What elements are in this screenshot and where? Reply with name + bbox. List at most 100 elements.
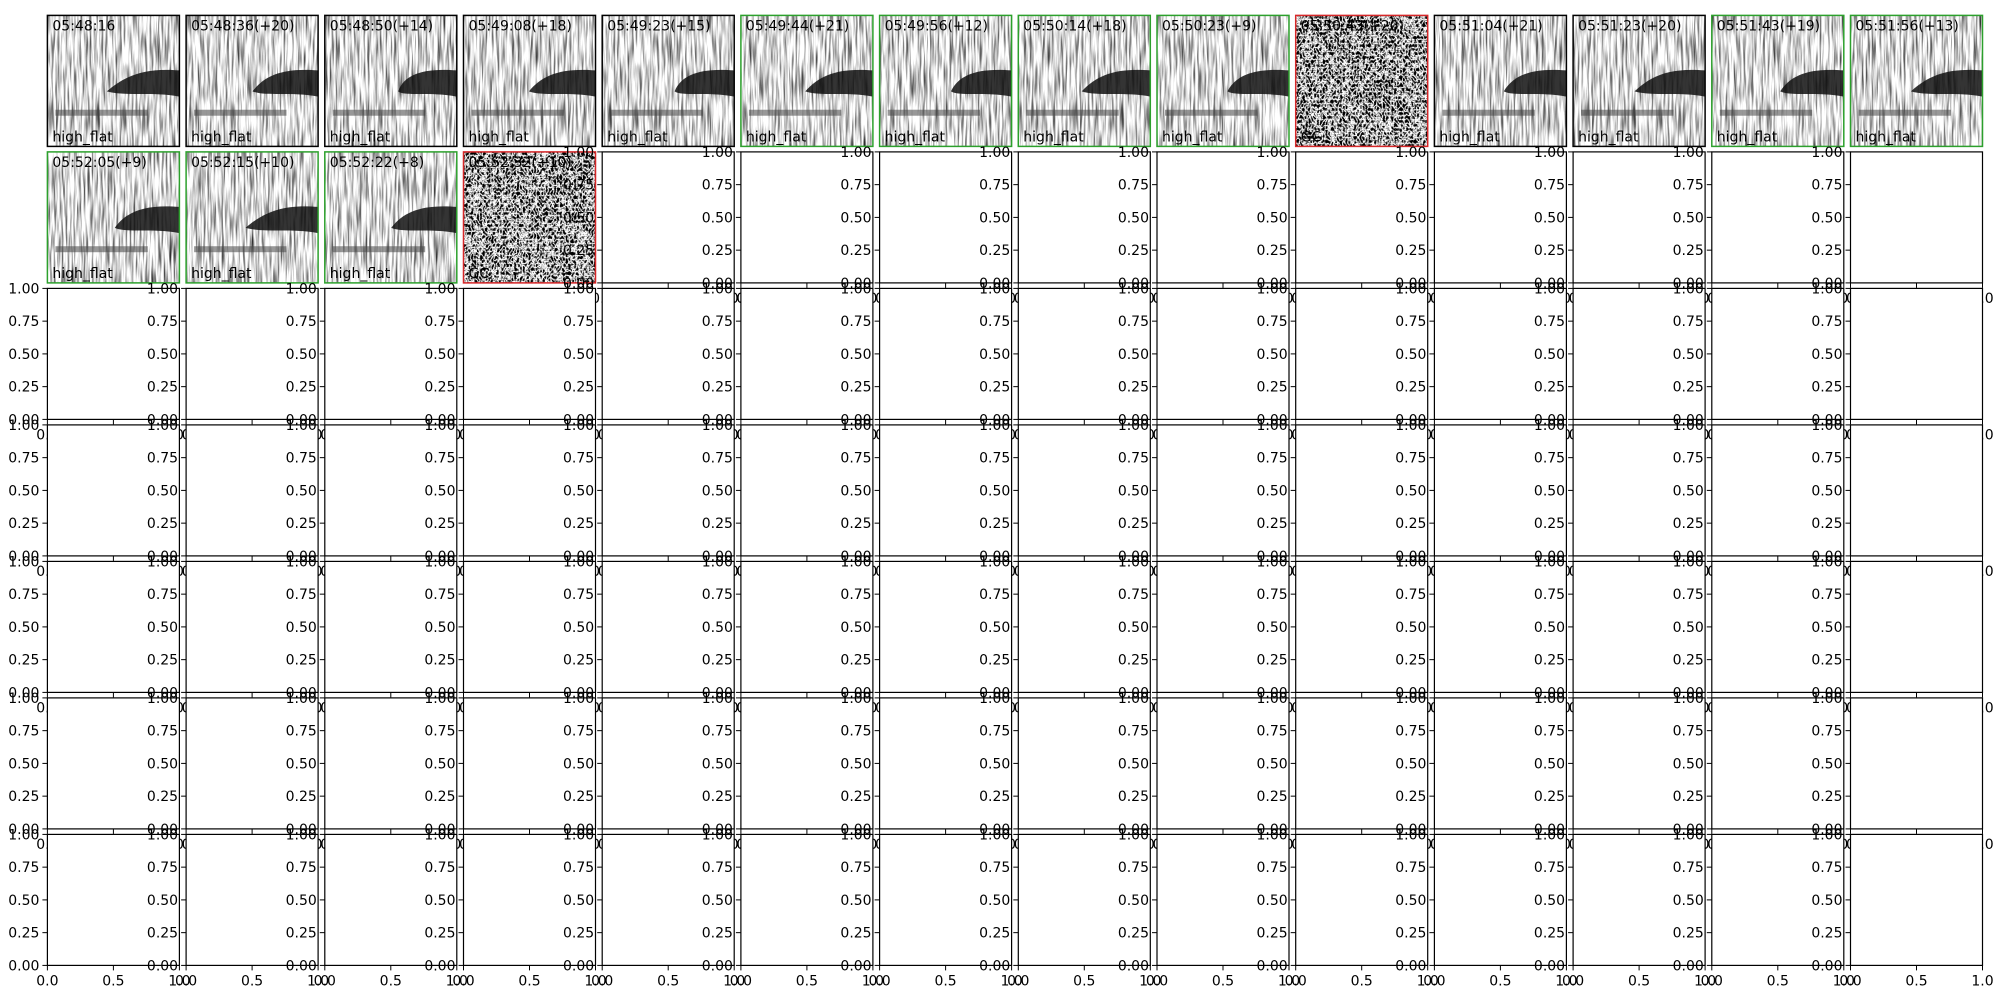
y-tick-label: 0.00 [979, 958, 1010, 974]
y-tick-label: 1.00 [1118, 418, 1149, 434]
y-tick-label: 1.00 [147, 691, 178, 707]
x-tick-label: 0.5 [1351, 973, 1373, 989]
y-tick-label: 0.75 [702, 314, 733, 330]
y-tick-label: 1.00 [1811, 418, 1842, 434]
axes-frame [878, 151, 1013, 284]
y-tick-label: 1.00 [840, 145, 871, 161]
y-tick-label: 0.25 [286, 380, 317, 396]
panel-label: high_flat [746, 129, 807, 145]
axes-frame [1156, 833, 1290, 967]
y-tick-label: 0.25 [424, 926, 455, 942]
y-tick-label: 0.25 [563, 516, 594, 532]
x-tick-label: 1.0 [862, 973, 884, 989]
y-tick-label: 0.75 [979, 724, 1010, 740]
y-tick-label: 0.25 [979, 653, 1010, 669]
y-tick-label: 0.75 [1118, 860, 1149, 876]
axes-frame [462, 424, 597, 557]
y-tick-label: 1.00 [147, 554, 178, 570]
y-tick-label: 1.00 [1534, 145, 1565, 161]
y-tick-label: 0.00 [1395, 958, 1426, 974]
y-tick-label: 0.75 [563, 724, 594, 740]
y-tick-label: 0.25 [840, 380, 871, 396]
y-tick-label: 0.25 [1811, 516, 1842, 532]
y-tick-label: 0.50 [563, 620, 594, 636]
y-tick-label: 0.50 [147, 347, 178, 363]
y-tick-label: 0.25 [840, 243, 871, 259]
panel-border [185, 151, 319, 284]
y-tick-label: 0.75 [702, 860, 733, 876]
y-tick-label: 0.25 [286, 653, 317, 669]
panel-border [185, 14, 319, 148]
subplot: 05:48:50(+14) high_flat [324, 14, 458, 148]
y-tick-label: 0.75 [1811, 860, 1842, 876]
axes-frame [740, 833, 874, 967]
y-tick-label: 0.50 [286, 347, 317, 363]
x-tick-label: 0.5 [241, 973, 263, 989]
y-tick-label: 0.50 [840, 347, 871, 363]
spectrogram-blob [1227, 69, 1289, 97]
y-tick-label: 0.75 [1811, 451, 1842, 467]
y-tick-label: 0.75 [840, 314, 871, 330]
x-tick-label: 1.0 [1694, 973, 1716, 989]
y-tick-label: 0.50 [147, 483, 178, 499]
y-tick-label: 0.50 [1534, 620, 1565, 636]
y-tick-label: 0.25 [8, 380, 39, 396]
y-tick-label: 0.25 [424, 789, 455, 805]
y-tick-label: 0.50 [1811, 756, 1842, 772]
y-tick-label: 0.25 [1118, 926, 1149, 942]
y-tick-label: 0.75 [286, 314, 317, 330]
y-tick-label: 0.50 [1673, 347, 1704, 363]
axes-frame [1433, 697, 1568, 830]
panel-border [46, 151, 181, 284]
y-tick-label: 0.25 [147, 926, 178, 942]
y-tick-label: 1.00 [563, 554, 594, 570]
y-tick-label: 0.50 [8, 483, 39, 499]
y-tick-label: 0.75 [147, 314, 178, 330]
x-tick-label: 0.0 [36, 973, 58, 989]
y-tick-label: 0.25 [1811, 789, 1842, 805]
y-tick-label: 0.00 [1257, 958, 1288, 974]
subplot: 0.000.250.500.751.000.00.51.0 [979, 691, 1161, 853]
y-tick-label: 1.00 [1118, 281, 1149, 297]
y-tick-label: 1.00 [8, 691, 39, 707]
x-tick-label: 0.5 [1628, 973, 1650, 989]
axes-frame [1156, 560, 1290, 694]
axes-frame [601, 424, 735, 557]
y-tick-label: 1.00 [702, 827, 733, 843]
subplot: 05:48:36(+20) high_flat [185, 14, 319, 148]
y-tick-label: 1.00 [563, 145, 594, 161]
axes-frame [324, 697, 458, 830]
y-tick-label: 0.75 [147, 451, 178, 467]
spectrogram-blob [114, 206, 180, 234]
spectrogram-band [55, 246, 148, 253]
y-tick-label: 0.75 [1118, 587, 1149, 603]
y-tick-label: 0.25 [1118, 243, 1149, 259]
y-tick-label: 0.50 [1395, 347, 1426, 363]
subplot: 05:49:23(+15) high_flat [601, 14, 735, 148]
axes-frame [1017, 287, 1151, 420]
axes-frame [1711, 833, 1845, 967]
y-tick-label: 1.00 [1673, 827, 1704, 843]
x-tick-label: 0.0 [1146, 973, 1168, 989]
y-tick-label: 0.25 [563, 653, 594, 669]
spectrogram-blob [391, 206, 457, 234]
x-tick-label: 0.0 [1423, 973, 1445, 989]
panel-border [1294, 14, 1429, 148]
y-tick-label: 0.75 [840, 860, 871, 876]
y-tick-label: 0.75 [147, 724, 178, 740]
y-tick-label: 0.50 [1257, 893, 1288, 909]
y-tick-label: 0.75 [563, 860, 594, 876]
spectrogram-band [1442, 109, 1535, 116]
y-tick-label: 0.25 [1811, 926, 1842, 942]
x-tick-label: 0.5 [102, 973, 124, 989]
y-tick-label: 1.00 [1395, 281, 1426, 297]
x-tick-label: 0.0 [1562, 973, 1584, 989]
axes-frame [601, 287, 735, 420]
y-tick-label: 1.00 [1811, 827, 1842, 843]
